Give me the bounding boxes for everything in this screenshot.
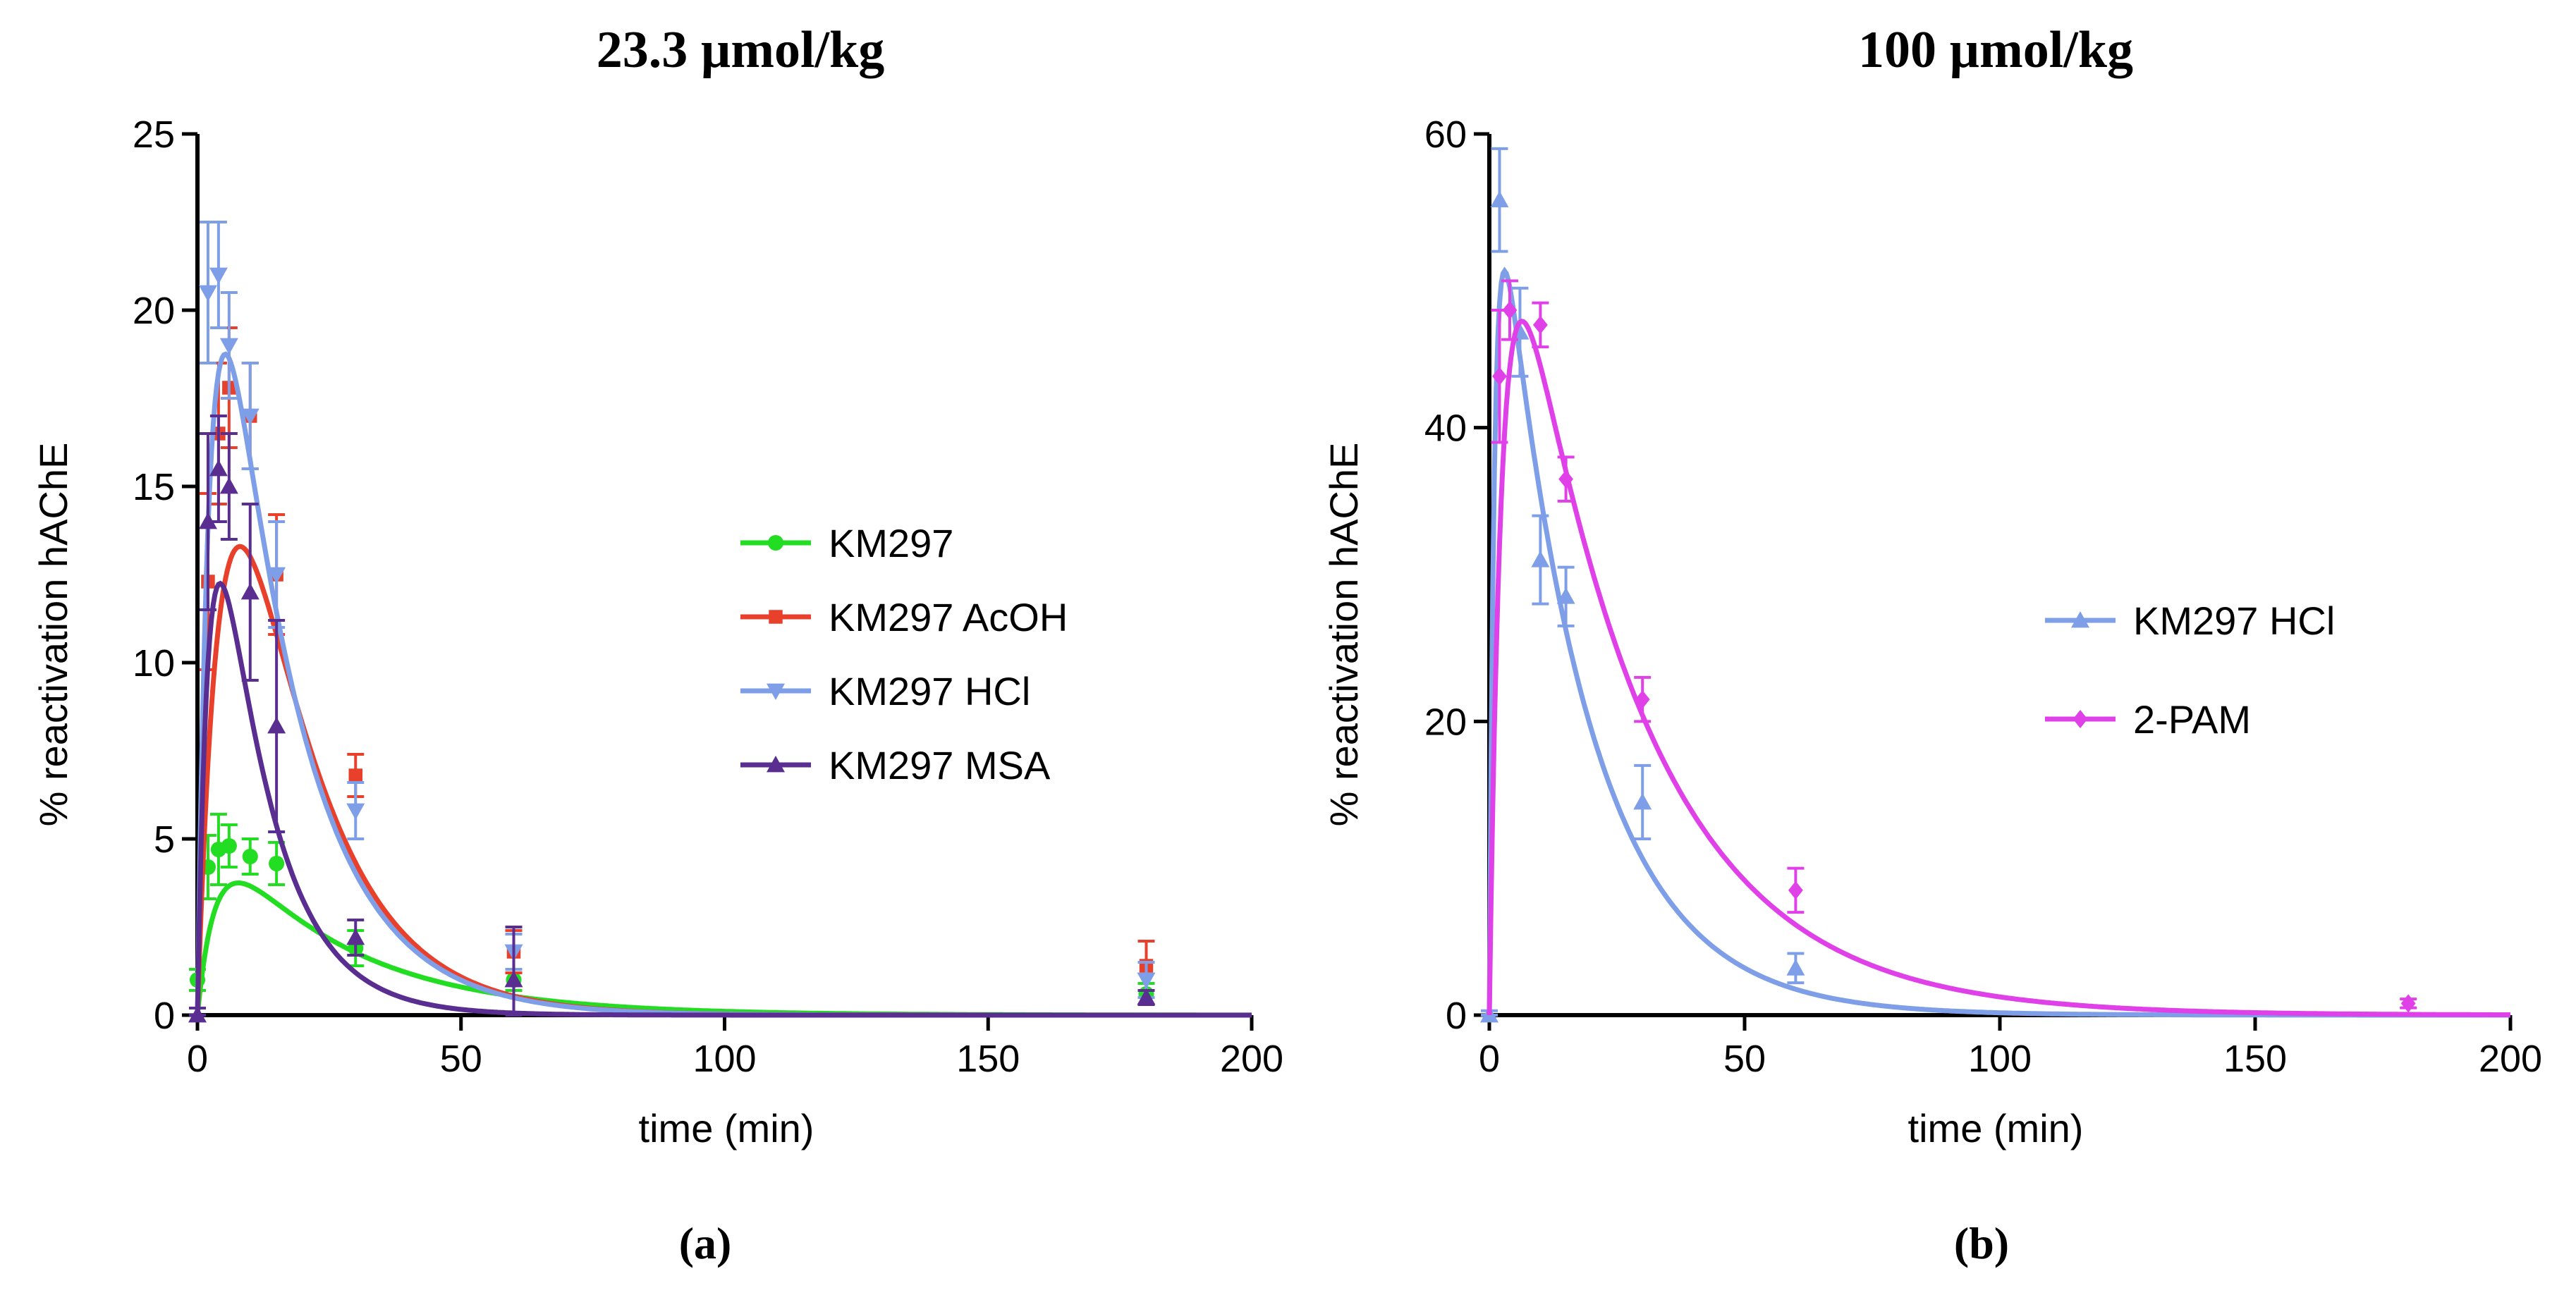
legend-label: KM297 MSA [829,743,1051,787]
series-km297-hcl [195,221,1252,1018]
y-tick-label: 10 [133,642,175,685]
panel-a: 23.3 µmol/kg 0 50 100 150 200 0 5 10 15 20 25 time… [31,21,1283,1268]
series-2-pam [1487,279,2510,1017]
panel-a-caption: (a) [679,1218,732,1268]
data-point [219,477,238,494]
x-tick-label: 0 [1479,1038,1500,1080]
x-tick-label: 200 [1220,1038,1283,1080]
data-point [1556,587,1575,604]
data-point [267,567,286,584]
fit-curve [1487,318,2510,1017]
data-point [198,285,217,302]
y-tick-label: 5 [154,818,175,861]
legend-label: KM297 [829,521,953,565]
y-tick-label: 60 [1424,113,1467,156]
data-point [240,583,260,600]
x-tick-label: 50 [1723,1038,1766,1080]
panel-b-title: 100 µmol/kg [1858,21,2133,79]
legend-label: KM297 HCl [829,669,1030,713]
panel-a-legend: KM297 KM297 AcOH KM297 HCl KM297 MSA [740,521,1068,787]
x-tick-label: 150 [956,1038,1020,1080]
panel-a-x-axis-label: time (min) [639,1106,814,1150]
legend-marker [769,610,783,624]
data-point [188,1006,207,1023]
x-tick-label: 200 [2479,1038,2542,1080]
panel-b-caption: (b) [1954,1218,2009,1268]
legend-label: KM297 AcOH [829,595,1068,639]
data-point [1531,551,1550,567]
legend-entry: KM297 AcOH [740,595,1068,639]
data-point [1492,367,1507,386]
y-tick-label: 20 [1424,701,1467,743]
legend-entry: 2-PAM [2045,697,2251,742]
data-point [198,513,217,529]
legend-marker [767,683,785,700]
legend-marker [767,756,785,773]
x-tick-label: 0 [187,1038,208,1080]
data-point [348,768,362,782]
x-tick-label: 150 [2223,1038,2287,1080]
data-point [267,717,286,734]
legend-label: KM297 HCl [2133,599,2335,643]
data-point [1490,190,1509,208]
x-tick-label: 100 [1968,1038,2032,1080]
data-point [1137,988,1156,1005]
data-point [209,460,228,477]
legend-marker [2071,611,2089,628]
data-point [1137,972,1156,989]
x-tick-label: 100 [692,1038,756,1080]
panel-b-y-axis-label: % reactivation hAChE [1321,443,1366,827]
fit-curve [1487,266,2510,1018]
data-point [269,855,285,872]
data-point [1788,880,1803,900]
data-point [242,848,258,865]
legend-marker [2073,710,2088,728]
series-km297-acoh [195,326,1252,1018]
y-tick-label: 0 [154,995,175,1037]
legend-marker [767,534,784,551]
panel-b-plot: 0 50 100 150 200 0 20 40 60 [1424,113,2542,1080]
x-tick-label: 50 [440,1038,482,1080]
legend-label: 2-PAM [2133,697,2251,742]
panel-a-plot: 0 50 100 150 200 0 5 10 15 20 25 [133,113,1283,1080]
legend-entry: KM297 HCl [2045,599,2335,643]
y-tick-label: 40 [1424,407,1467,450]
series-km297-hcl [1480,147,2510,1023]
data-point [1533,315,1548,334]
data-point [1502,301,1518,319]
data-point [1635,690,1650,709]
panel-a-y-axis-label: % reactivation hAChE [31,443,75,827]
legend-entry: KM297 [740,521,953,565]
data-point [2400,994,2416,1013]
fit-curve [195,351,1252,1018]
panel-b-x-axis-label: time (min) [1908,1106,2084,1150]
legend-entry: KM297 MSA [740,743,1051,787]
data-point [504,971,523,988]
fit-curve [195,580,1252,1018]
data-point [1558,469,1573,489]
y-tick-label: 20 [133,290,175,332]
y-tick-label: 0 [1446,995,1467,1037]
data-point [346,803,365,820]
panel-b: 100 µmol/kg 0 50 100 150 200 0 20 40 60 time (mi… [1321,21,2542,1268]
data-point [219,338,238,355]
data-point [240,408,260,425]
panel-a-title: 23.3 µmol/kg [597,21,885,79]
y-tick-label: 25 [133,113,175,156]
data-point [1633,792,1652,810]
series-km297-msa [188,415,1252,1023]
data-point [221,837,237,854]
data-point [209,267,228,284]
data-point [346,928,365,945]
y-tick-label: 15 [133,466,175,508]
legend-entry: KM297 HCl [740,669,1030,713]
data-point [1786,959,1805,976]
panel-b-legend: KM297 HCl 2-PAM [2045,599,2335,742]
